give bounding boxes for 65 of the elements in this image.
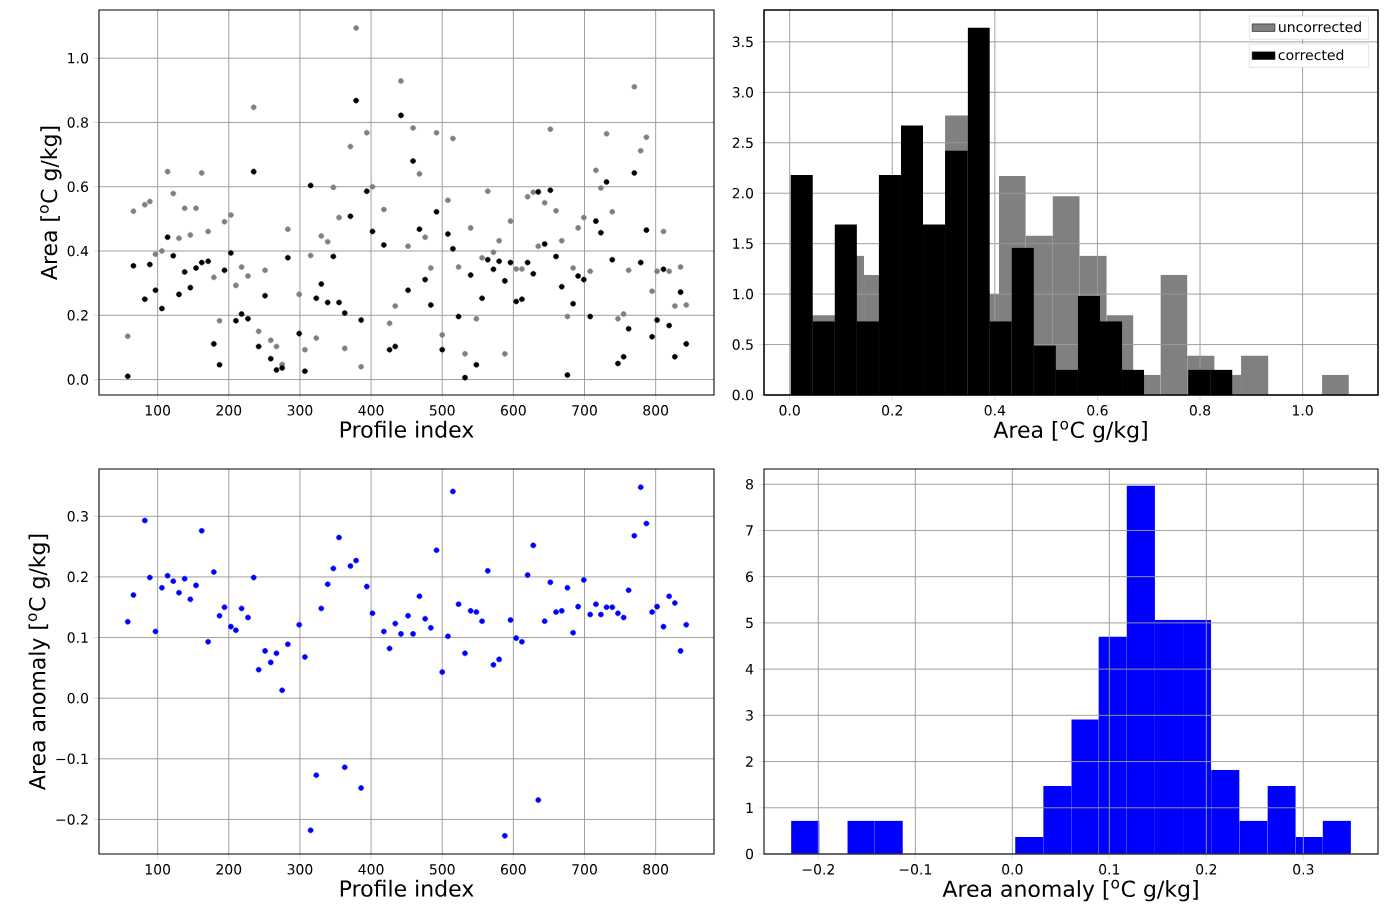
x-tick-label: 200 xyxy=(216,864,242,875)
x-tick-label: 700 xyxy=(572,864,597,875)
x-axis-title: Area anomaly [$^{o}$C g/kg] xyxy=(942,879,1198,902)
y-tick-label: 2.5 xyxy=(732,137,753,149)
x-tick-label: 500 xyxy=(429,864,455,875)
x-tick-label: 600 xyxy=(500,405,526,416)
legend-label: corrected xyxy=(1278,49,1344,61)
y-tick-label: −0.1 xyxy=(56,753,88,765)
y-tick-label: 0.5 xyxy=(732,339,753,350)
x-tick-label: 100 xyxy=(145,864,171,875)
y-tick-label: 1.0 xyxy=(68,52,89,64)
x-tick-label: −0.2 xyxy=(802,864,834,875)
y-axis-title: Area anomaly [$^{o}$C g/kg] xyxy=(28,534,50,790)
x-axis-title: Area [$^{o}$C g/kg] xyxy=(993,420,1147,443)
y-tick-label: 1.0 xyxy=(733,288,754,300)
y-tick-label: 1.5 xyxy=(733,238,753,249)
x-tick-label: 800 xyxy=(643,405,669,416)
y-tick-label: 2 xyxy=(746,756,753,767)
y-tick-label: 5 xyxy=(746,617,753,629)
x-tick-label: 0.1 xyxy=(1099,864,1120,875)
y-tick-label: 0.0 xyxy=(67,692,89,704)
x-tick-label: 0.0 xyxy=(1002,864,1023,875)
y-tick-label: 0.4 xyxy=(67,245,89,257)
y-tick-label: 6 xyxy=(746,571,754,582)
y-tick-label: 0.8 xyxy=(67,117,88,128)
y-tick-label: 3.5 xyxy=(732,36,753,48)
x-tick-label: 0.2 xyxy=(882,405,902,416)
x-axis-title: Profile index xyxy=(340,879,474,897)
x-tick-label: 200 xyxy=(216,405,242,416)
y-tick-label: 0.0 xyxy=(67,374,89,385)
y-tick-label: 1 xyxy=(746,802,753,813)
x-tick-label: 300 xyxy=(287,864,313,875)
y-axis-title: Area [$^{o}$C g/kg] xyxy=(39,126,62,280)
x-tick-label: 0.2 xyxy=(1196,864,1217,875)
y-tick-label: 0.3 xyxy=(67,510,88,522)
x-tick-label: 400 xyxy=(358,405,384,416)
x-tick-label: 700 xyxy=(572,405,597,416)
x-tick-label: 100 xyxy=(145,405,171,416)
x-tick-label: 600 xyxy=(500,864,526,875)
y-tick-label: 0.0 xyxy=(732,389,754,401)
x-axis-title: Profile index xyxy=(340,420,474,438)
y-tick-label: 0.2 xyxy=(67,571,88,583)
x-tick-label: 0.4 xyxy=(984,405,1006,416)
x-tick-label: 800 xyxy=(643,864,669,875)
y-tick-label: 0 xyxy=(745,848,754,860)
x-tick-label: 0.6 xyxy=(1087,405,1108,416)
y-tick-label: 3 xyxy=(746,710,753,721)
x-tick-label: 0.3 xyxy=(1293,864,1314,875)
x-tick-label: 0.0 xyxy=(779,405,800,416)
y-tick-label: 2.0 xyxy=(732,187,754,199)
y-tick-label: 4 xyxy=(745,664,754,675)
x-tick-label: 400 xyxy=(358,864,384,875)
legend-label: uncorrected xyxy=(1279,21,1361,33)
y-tick-label: 0.1 xyxy=(67,632,88,643)
x-tick-label: −0.1 xyxy=(899,864,932,875)
x-tick-label: 300 xyxy=(287,405,313,416)
x-tick-label: 1.0 xyxy=(1293,405,1313,416)
y-tick-label: −0.2 xyxy=(56,814,88,825)
y-tick-label: 3.0 xyxy=(732,87,754,98)
x-tick-label: 500 xyxy=(429,405,455,416)
y-tick-label: 7 xyxy=(746,525,753,536)
y-tick-label: 0.6 xyxy=(67,181,89,193)
y-tick-label: 0.2 xyxy=(67,310,88,321)
x-tick-label: 0.8 xyxy=(1189,405,1211,416)
y-tick-label: 8 xyxy=(746,478,754,490)
